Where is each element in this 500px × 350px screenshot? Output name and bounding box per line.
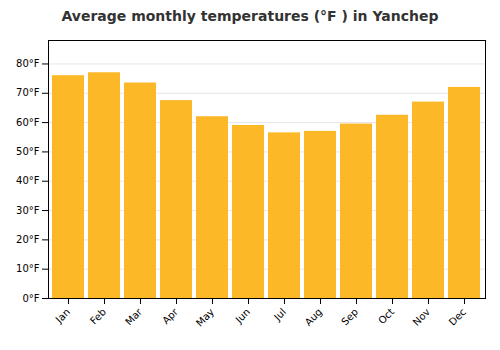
svg-text:0°F: 0°F <box>22 293 39 304</box>
svg-text:40°F: 40°F <box>16 175 40 186</box>
svg-text:70°F: 70°F <box>16 87 40 98</box>
svg-text:50°F: 50°F <box>16 146 40 157</box>
svg-text:Sep: Sep <box>339 306 360 327</box>
svg-text:May: May <box>194 306 216 328</box>
svg-text:60°F: 60°F <box>16 117 40 128</box>
svg-text:Jun: Jun <box>233 306 253 326</box>
svg-text:10°F: 10°F <box>16 263 40 274</box>
svg-text:Aug: Aug <box>303 306 325 328</box>
svg-text:20°F: 20°F <box>16 234 40 245</box>
svg-text:Dec: Dec <box>447 306 468 327</box>
svg-text:Jul: Jul <box>271 306 288 323</box>
svg-text:Jan: Jan <box>53 306 72 325</box>
svg-text:Feb: Feb <box>88 306 108 326</box>
svg-text:Oct: Oct <box>376 306 396 326</box>
svg-text:Mar: Mar <box>123 306 145 328</box>
svg-text:Nov: Nov <box>411 306 433 328</box>
svg-text:80°F: 80°F <box>16 58 40 69</box>
html-text:Average monthly temperatures (: Average monthly temperatures (°F ) in Ya… <box>61 8 439 24</box>
svg-text:Apr: Apr <box>160 306 181 327</box>
svg-text:30°F: 30°F <box>16 205 40 216</box>
